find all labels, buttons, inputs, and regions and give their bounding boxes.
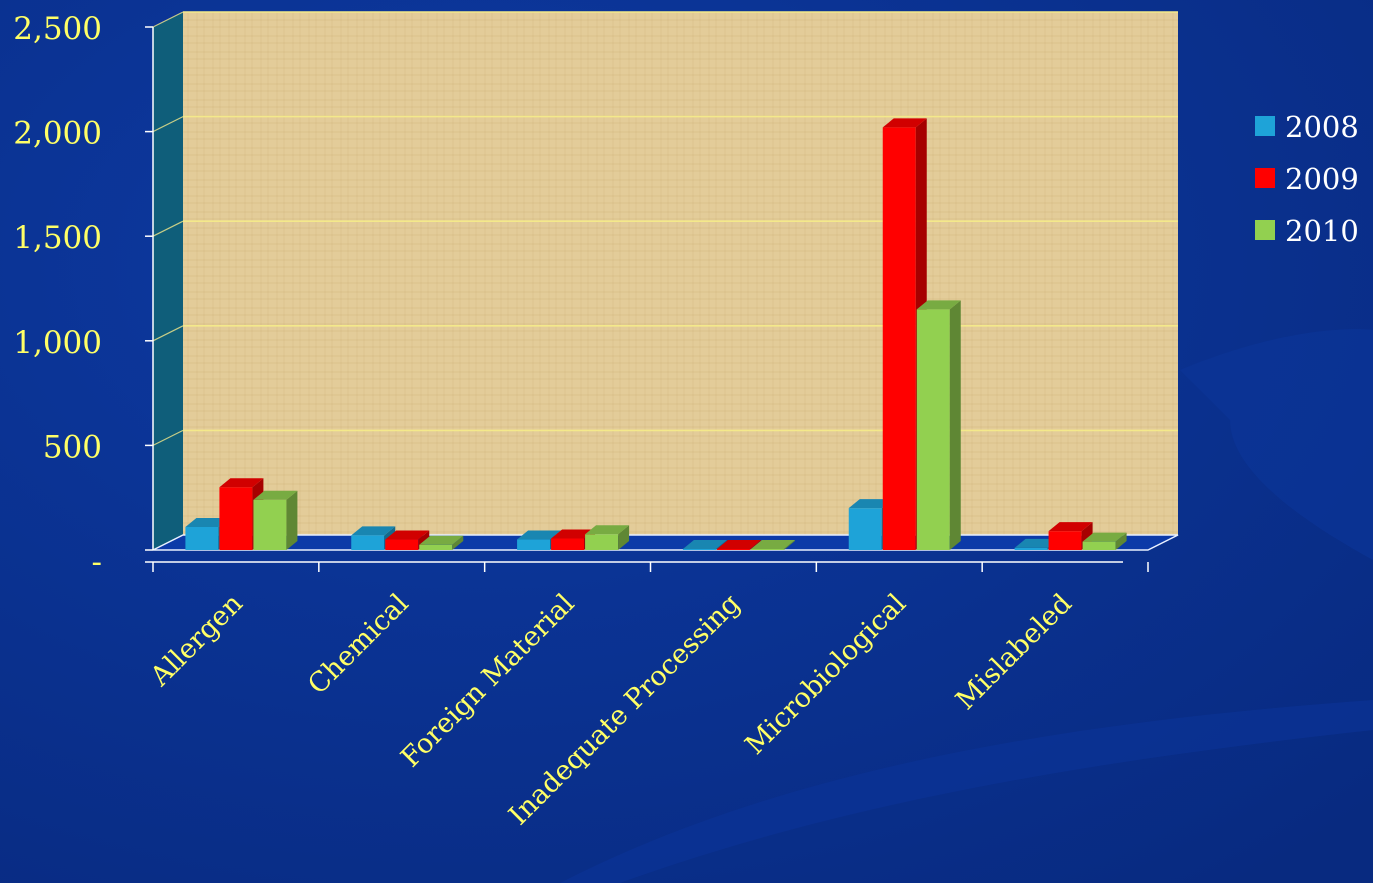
bar-side	[949, 300, 961, 550]
bar-front	[219, 487, 253, 550]
plot-area	[152, 11, 1179, 551]
back-wall	[183, 12, 1178, 535]
y-tick-label: 2,500	[13, 11, 102, 47]
bar-top	[219, 478, 264, 488]
bar-top	[750, 539, 795, 549]
legend-label: 2008	[1285, 110, 1359, 144]
bar-top	[716, 539, 761, 549]
bars-group	[185, 118, 1127, 550]
bar-top	[351, 526, 396, 536]
y-tick-label: 1,000	[13, 325, 102, 361]
gridline-side	[152, 220, 184, 237]
bar-top	[517, 530, 562, 540]
bar-top	[848, 499, 893, 509]
bar-top	[916, 300, 961, 310]
bar	[585, 525, 630, 550]
y-tick-label: 1,500	[13, 220, 102, 256]
legend-label: 2009	[1285, 162, 1359, 196]
legend-swatch	[1255, 220, 1275, 240]
bar-front	[750, 548, 784, 550]
bar-front	[185, 526, 219, 550]
bar-top	[253, 490, 298, 500]
bar-front	[517, 539, 551, 550]
bar-side	[452, 535, 464, 550]
bar-front	[916, 309, 950, 550]
side-wall	[153, 12, 183, 550]
gridline-side	[152, 325, 184, 342]
bar-front	[716, 548, 750, 550]
gridline-side	[152, 429, 184, 446]
legend: 2008 2009 2010	[1255, 110, 1359, 248]
gridline-side	[152, 11, 184, 28]
bar-front	[253, 499, 287, 550]
bar-front	[551, 538, 585, 550]
bar-front	[848, 508, 882, 550]
bar-front	[1048, 531, 1082, 550]
bar-side	[618, 525, 630, 550]
bar-side	[783, 539, 795, 550]
bar-front	[585, 534, 619, 550]
bar-front	[882, 127, 916, 550]
bar-top	[882, 118, 927, 128]
bar-top	[1048, 522, 1093, 532]
legend-swatch	[1255, 168, 1275, 188]
bar-side	[749, 539, 761, 550]
bar	[1082, 532, 1127, 550]
y-tick-label: 2,000	[13, 116, 102, 152]
bar-side	[715, 539, 727, 550]
bar-front	[385, 539, 419, 550]
bar-top	[1082, 532, 1127, 542]
bar-top	[1014, 538, 1059, 548]
bar	[419, 535, 464, 550]
y-tick-label: 500	[43, 429, 102, 465]
legend-swatch	[1255, 116, 1275, 136]
bar-front	[1014, 547, 1048, 550]
bar-top	[551, 529, 596, 539]
bar-front	[682, 548, 716, 550]
gridline-side	[152, 116, 184, 133]
bar-side	[1115, 532, 1127, 550]
bar	[716, 539, 761, 550]
bar-side	[286, 490, 298, 550]
y-tick-label: -	[92, 544, 102, 580]
bar-front	[419, 544, 453, 550]
legend-label: 2010	[1285, 214, 1359, 248]
bar-front	[1082, 541, 1116, 550]
background-swoosh	[1180, 329, 1373, 560]
bar-top	[385, 530, 430, 540]
bar-top	[419, 535, 464, 545]
bar-top	[682, 539, 727, 549]
bar-front	[351, 535, 385, 550]
background-swoosh-lower	[560, 700, 1373, 883]
bar	[750, 539, 795, 550]
bar-top	[185, 517, 230, 527]
bar-top	[585, 525, 630, 535]
bar	[253, 490, 298, 550]
bar	[682, 539, 727, 550]
bar	[916, 300, 961, 550]
